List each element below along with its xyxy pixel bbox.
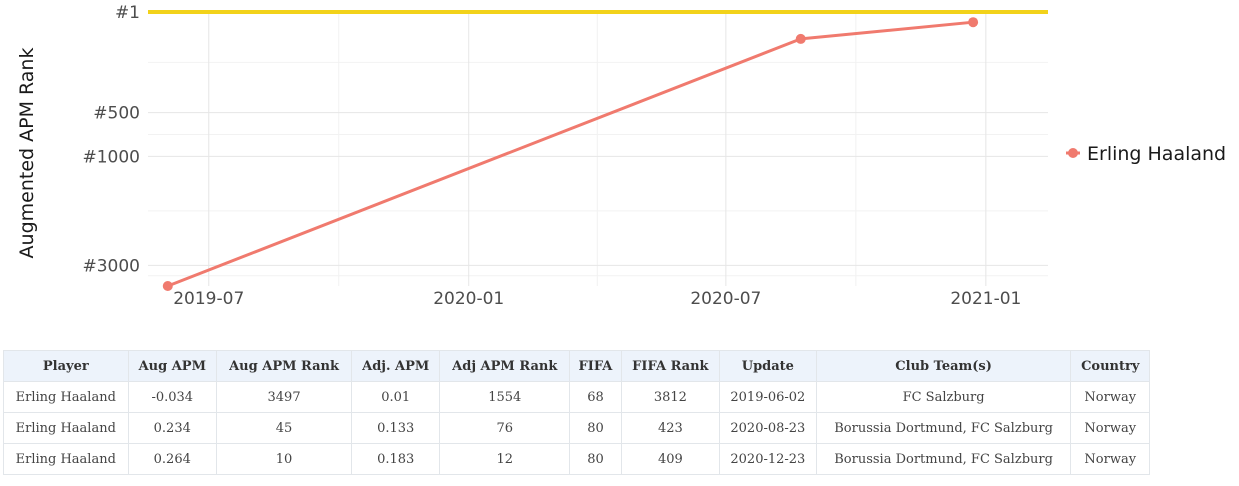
table-cell: 2020-12-23 — [719, 443, 817, 475]
table-cell: 3497 — [215, 381, 353, 413]
legend-label: Erling Haaland — [1087, 143, 1226, 165]
table-row: Erling Haaland -0.034 3497 0.01 1554 68 3812 20… — [3, 381, 1150, 413]
table-cell: 0.01 — [351, 381, 441, 413]
table-cell: 0.234 — [127, 412, 217, 444]
table-cell: Erling Haaland — [3, 381, 129, 413]
series-line — [167, 20, 974, 288]
table-cell: 3812 — [620, 381, 721, 413]
table-row: Erling Haaland 0.264 10 0.183 12 80 409 2020-12… — [3, 443, 1150, 475]
table-cell: 0.133 — [351, 412, 441, 444]
table-row: Erling Haaland 0.234 45 0.133 76 80 423 2020-08… — [3, 412, 1150, 444]
legend-marker — [1068, 148, 1078, 158]
x-axis-ticks: 2019-07 2020-01 2020-07 2021-01 — [173, 289, 1021, 309]
x-tick-label: 2019-07 — [173, 289, 244, 309]
table-cell: Borussia Dortmund, FC Salzburg — [815, 412, 1072, 444]
table-cell: 80 — [569, 412, 622, 444]
table-cell: 45 — [215, 412, 353, 444]
table-cell: 0.183 — [351, 443, 441, 475]
minor-gridlines — [148, 12, 1048, 286]
data-point — [968, 17, 979, 28]
table-header-row: Player Aug APM Aug APM Rank Adj. APM Adj APM… — [3, 350, 1150, 382]
table-cell: 68 — [569, 381, 622, 413]
rank-chart: #1#500#1000#3000 2019-07 2020-01 2020-07 20… — [16, 3, 1226, 309]
y-axis-ticks: #1 #500 #1000 #3000 — [82, 3, 140, 276]
column-header: Aug APM Rank — [215, 350, 353, 382]
table-cell: FC Salzburg — [815, 381, 1072, 413]
player-table-container: Player Aug APM Aug APM Rank Adj. APM Adj APM… — [3, 350, 1150, 475]
table-cell: Norway — [1070, 381, 1150, 413]
y-tick-label: #500 — [93, 104, 140, 124]
y-tick-label: #1000 — [82, 147, 140, 167]
y-tick-label: #1 — [115, 3, 140, 23]
major-gridlines — [148, 11, 1048, 286]
table-cell: Erling Haaland — [3, 443, 129, 475]
table-cell: 80 — [569, 443, 622, 475]
table-cell: 12 — [439, 443, 571, 475]
column-header: FIFA — [569, 350, 622, 382]
x-tick-label: 2021-01 — [950, 289, 1021, 309]
table-cell: Norway — [1070, 443, 1150, 475]
column-header: Adj APM Rank — [439, 350, 571, 382]
table-cell: 76 — [439, 412, 571, 444]
table-cell: 1554 — [439, 381, 571, 413]
column-header: Country — [1070, 350, 1150, 382]
legend: Erling Haaland — [1066, 143, 1226, 165]
x-tick-label: 2020-01 — [433, 289, 504, 309]
column-header: Aug APM — [127, 350, 217, 382]
x-tick-label: 2020-07 — [690, 289, 761, 309]
series-lines — [167, 20, 974, 288]
table-cell: 2019-06-02 — [719, 381, 817, 413]
table-cell: 409 — [620, 443, 721, 475]
table-cell: Norway — [1070, 412, 1150, 444]
table-cell: Borussia Dortmund, FC Salzburg — [815, 443, 1072, 475]
column-header: Club Team(s) — [815, 350, 1072, 382]
table-body: Erling Haaland -0.034 3497 0.01 1554 68 3812 20… — [3, 381, 1150, 475]
table-cell: 10 — [215, 443, 353, 475]
table-cell: 0.264 — [127, 443, 217, 475]
column-header: Player — [3, 350, 129, 382]
y-axis-title: Augmented APM Rank — [16, 48, 38, 259]
y-tick-label: #3000 — [82, 256, 140, 276]
table-cell: Erling Haaland — [3, 412, 129, 444]
table-cell: -0.034 — [127, 381, 217, 413]
column-header: Adj. APM — [351, 350, 441, 382]
data-point — [795, 33, 806, 44]
series-points — [162, 17, 979, 291]
player-table: Player Aug APM Aug APM Rank Adj. APM Adj APM… — [3, 350, 1150, 475]
table-cell: 423 — [620, 412, 721, 444]
table-cell: 2020-08-23 — [719, 412, 817, 444]
column-header: Update — [719, 350, 817, 382]
data-point — [162, 281, 173, 291]
column-header: FIFA Rank — [620, 350, 721, 382]
